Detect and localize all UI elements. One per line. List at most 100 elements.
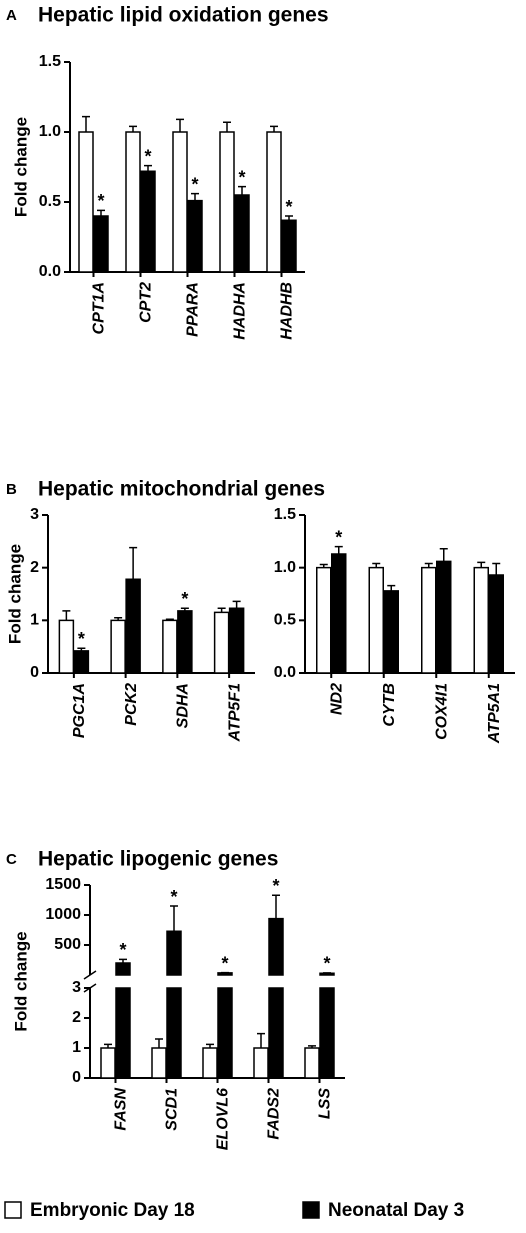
bar [282, 220, 296, 272]
x-tick-label: COX4I1 [433, 683, 450, 740]
y-tick-label: 3 [30, 506, 39, 523]
legend-label: Embryonic Day 18 [30, 1200, 195, 1221]
x-tick-label: CPT2 [138, 282, 155, 323]
bar [220, 132, 234, 272]
bar [116, 963, 130, 1078]
bar [59, 620, 73, 673]
y-tick-label: 500 [54, 936, 81, 953]
y-tick-label: 0 [30, 664, 39, 681]
error-bar [170, 906, 178, 931]
x-tick-label: ND2 [328, 683, 345, 715]
bar [163, 620, 177, 673]
x-tick-label: ELOVL6 [215, 1088, 232, 1150]
bar [203, 1048, 217, 1078]
y-tick-label: 0.0 [39, 263, 61, 280]
bar [218, 973, 232, 1078]
error-bar [191, 194, 199, 201]
bar [254, 1048, 268, 1078]
x-tick-label: HADHA [232, 282, 249, 340]
error-bar [82, 117, 90, 132]
bar [320, 973, 334, 1078]
error-bar [387, 586, 395, 591]
x-tick-label: HADHB [279, 282, 296, 340]
error-bar [270, 126, 278, 132]
bar [474, 568, 488, 673]
significance-marker: * [181, 589, 188, 609]
panel-title: Hepatic mitochondrial genes [38, 478, 325, 501]
y-tick-label: 2 [30, 559, 39, 576]
y-tick-label: 0.5 [39, 193, 61, 210]
y-tick-label: 1.5 [274, 506, 296, 523]
error-bar [62, 611, 70, 620]
bar [489, 575, 503, 673]
error-bar [238, 187, 246, 195]
bar [74, 651, 88, 673]
y-axis-label: Fold change [11, 117, 30, 217]
bar [269, 919, 283, 1078]
error-bar [272, 895, 280, 918]
bar [437, 561, 451, 673]
y-tick-label: 3 [72, 979, 81, 996]
bar [422, 568, 436, 673]
significance-marker: * [144, 146, 151, 166]
y-tick-label: 1000 [45, 906, 81, 923]
bar [332, 554, 346, 673]
error-bar [257, 1034, 265, 1048]
bar [369, 568, 383, 673]
bar [188, 201, 202, 272]
bar [101, 1048, 115, 1078]
panel-label: A [6, 7, 17, 24]
y-tick-label: 0.0 [274, 664, 296, 681]
bar [215, 612, 229, 673]
y-tick-label: 2 [72, 1009, 81, 1026]
x-tick-label: FADS2 [266, 1088, 283, 1140]
significance-marker: * [119, 940, 126, 960]
significance-marker: * [323, 954, 330, 974]
significance-marker: * [335, 527, 342, 547]
error-bar [144, 166, 152, 172]
error-bar [477, 562, 485, 567]
legend-label: Neonatal Day 3 [328, 1200, 464, 1221]
panel-title: Hepatic lipogenic genes [38, 848, 278, 871]
x-tick-label: CYTB [381, 683, 398, 727]
bar [94, 216, 108, 272]
bar [152, 1048, 166, 1078]
significance-marker: * [238, 167, 245, 187]
y-tick-label: 1 [72, 1039, 81, 1056]
significance-marker: * [221, 953, 228, 973]
bar [235, 195, 249, 272]
significance-marker: * [78, 629, 85, 649]
y-tick-label: 1500 [45, 876, 81, 893]
significance-marker: * [272, 876, 279, 896]
error-bar [440, 549, 448, 562]
significance-marker: * [170, 887, 177, 907]
error-bar [233, 601, 241, 608]
panel-label: C [6, 851, 17, 868]
x-tick-label: ATP5A1 [486, 683, 503, 744]
x-tick-label: PPARA [185, 282, 202, 337]
x-tick-label: CPT1A [91, 282, 108, 334]
significance-marker: * [97, 191, 104, 211]
x-tick-label: LSS [317, 1088, 334, 1119]
x-tick-label: SDHA [175, 683, 192, 728]
error-bar [155, 1039, 163, 1048]
y-tick-label: 0 [72, 1069, 81, 1086]
y-tick-label: 1.0 [274, 559, 296, 576]
error-bar [97, 210, 105, 216]
bar [173, 132, 187, 272]
x-tick-label: PGC1A [71, 683, 88, 738]
error-bar [335, 547, 343, 554]
x-tick-label: FASN [113, 1088, 130, 1131]
bar [126, 132, 140, 272]
bar [230, 608, 244, 673]
y-tick-label: 0.5 [274, 612, 296, 629]
bar [317, 568, 331, 673]
y-tick-label: 1.0 [39, 123, 61, 140]
error-bar [492, 563, 500, 575]
legend-swatch [303, 1202, 319, 1218]
bar [126, 579, 140, 673]
error-bar [129, 126, 137, 132]
x-tick-label: PCK2 [123, 683, 140, 726]
bar [267, 132, 281, 272]
